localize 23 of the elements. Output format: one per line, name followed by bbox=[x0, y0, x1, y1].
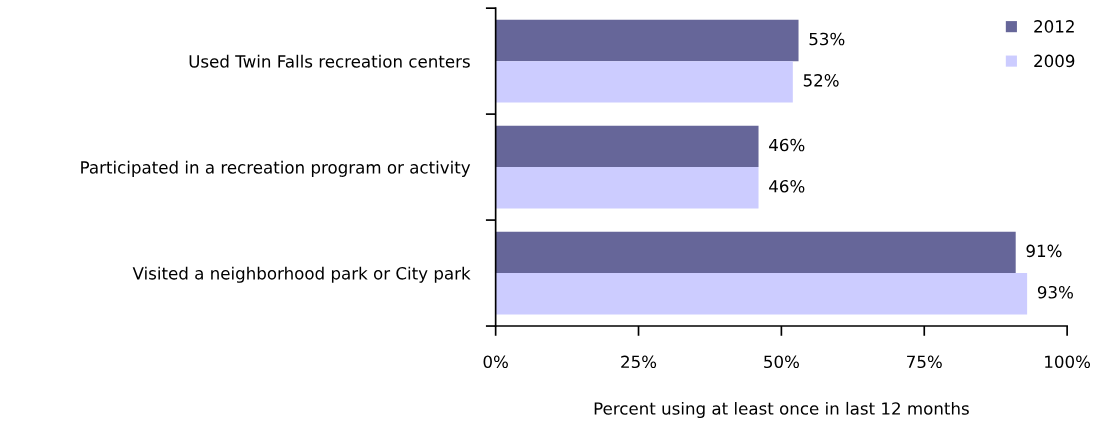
x-tick-label: 100% bbox=[1045, 355, 1091, 369]
data-label: 46% bbox=[769, 138, 805, 152]
y-tick-label: Used Twin Falls recreation centers bbox=[189, 54, 470, 68]
legend-label: 2009 bbox=[1034, 54, 1075, 68]
data-label: 93% bbox=[1037, 285, 1073, 299]
bar bbox=[495, 273, 1028, 315]
x-tick-label: 75% bbox=[907, 355, 942, 369]
bar bbox=[495, 231, 1016, 274]
data-label: 52% bbox=[803, 74, 839, 87]
y-tick-label: Participated in a recreation program or activity bbox=[81, 160, 471, 177]
x-tick-label: 25% bbox=[621, 355, 657, 369]
legend-label: 2012 bbox=[1034, 20, 1074, 33]
x-axis-title: Percent using at least once in last 12 months bbox=[594, 401, 969, 419]
bar bbox=[495, 167, 759, 209]
x-tick-label: 50% bbox=[764, 355, 799, 369]
bar bbox=[495, 19, 799, 62]
data-label: 91% bbox=[1026, 244, 1062, 258]
data-label: 53% bbox=[809, 32, 845, 46]
data-label: 46% bbox=[769, 179, 805, 193]
bar bbox=[495, 125, 759, 168]
bar bbox=[495, 61, 793, 103]
x-tick-label: 0% bbox=[483, 355, 508, 369]
y-tick-label: Visited a neighborhood park or City park bbox=[132, 266, 471, 283]
